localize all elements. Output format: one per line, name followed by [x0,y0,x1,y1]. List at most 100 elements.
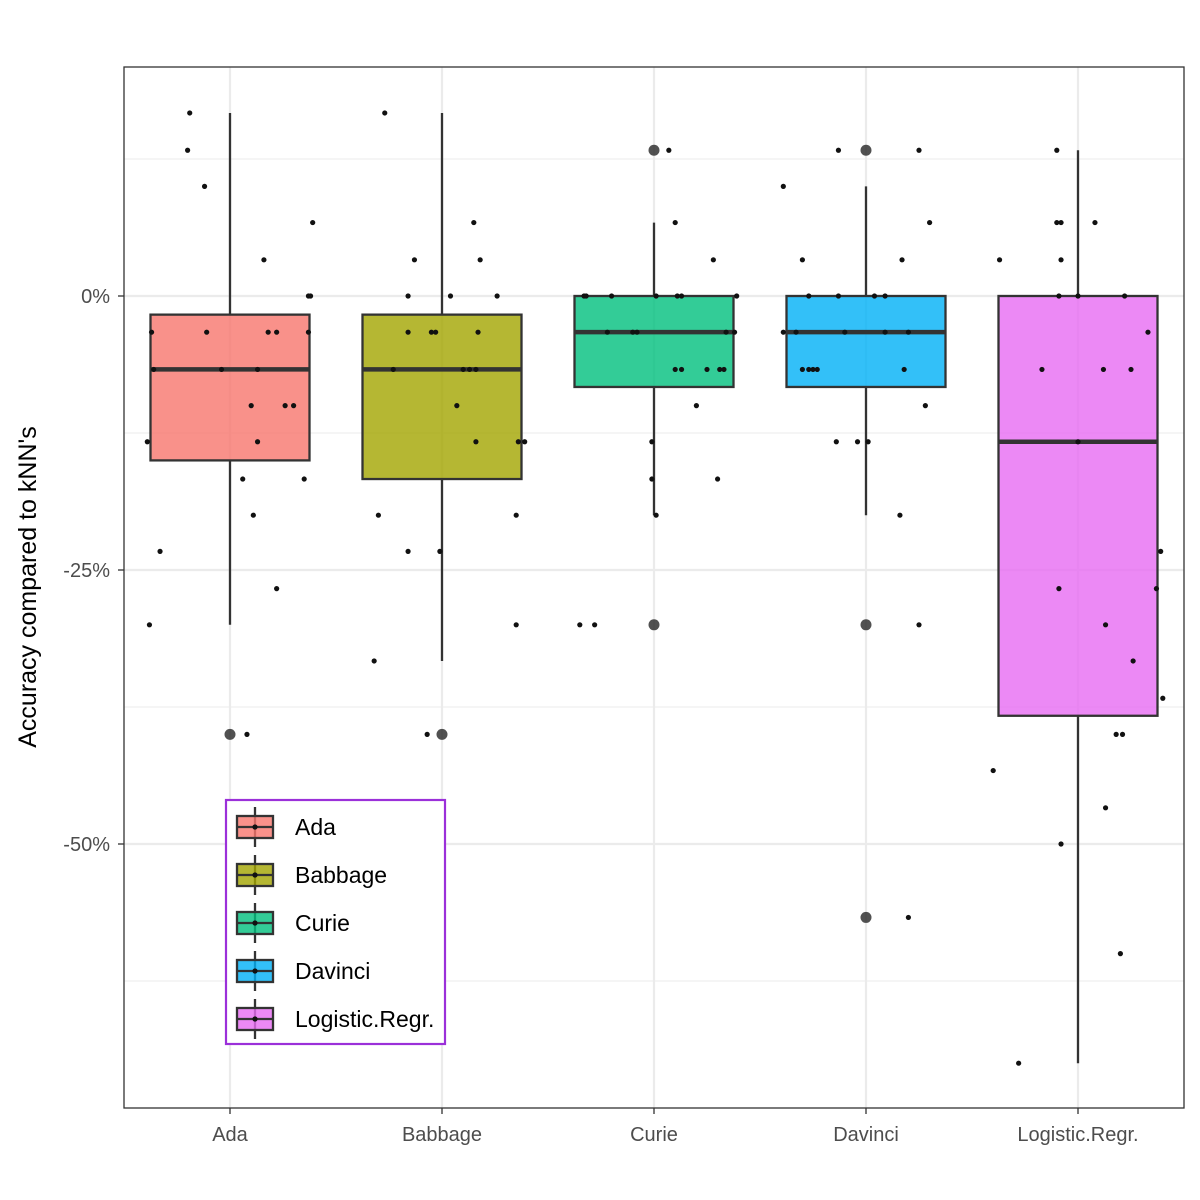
data-point [710,257,716,263]
data-point [310,219,316,226]
data-point [185,147,191,153]
data-point [634,329,640,335]
data-point [1128,366,1134,373]
data-point [630,329,636,335]
data-point [693,403,700,409]
data-point [1160,695,1166,701]
data-point [731,329,738,335]
iqr-box [149,313,311,462]
data-point [793,329,799,335]
data-point [865,439,871,445]
data-point [927,219,933,226]
x-tick-label: Ada [212,1124,248,1146]
box-logistic-regr- [997,150,1159,1064]
data-point [799,366,806,373]
data-point [433,329,439,335]
data-point [1058,841,1064,847]
data-point [1117,951,1123,957]
data-point [833,439,839,445]
data-point [1113,731,1119,738]
data-point [437,548,443,554]
data-point [307,293,314,299]
y-tick-label: -25% [63,560,110,582]
data-point [151,366,157,373]
data-point [375,512,381,518]
data-point [649,476,655,482]
data-point [674,293,680,299]
data-point [447,293,454,299]
data-point [905,329,912,335]
data-point [871,293,878,299]
legend-key-point [252,968,258,974]
outlier-point [224,728,236,740]
outlier-point [436,728,448,740]
data-point [1100,366,1107,373]
data-point [248,403,254,409]
data-point [428,329,434,335]
data-point [204,329,210,335]
data-point [835,293,842,299]
legend-label: Logistic.Regr. [295,1006,434,1032]
data-point [1102,805,1109,811]
data-point [1153,586,1160,592]
data-point [1039,366,1045,373]
legend-label: Babbage [295,862,387,888]
data-point [282,403,288,409]
iqr-box [997,294,1159,717]
outlier-point [860,619,872,631]
data-point [1058,219,1064,226]
data-point [899,257,905,263]
data-point [717,366,723,373]
outlier-point [648,144,660,156]
data-point [780,329,786,335]
data-point [405,329,411,335]
data-point [604,329,610,335]
data-point [577,622,583,628]
x-tick-label: Babbage [402,1124,482,1146]
iqr-box [785,294,947,389]
data-point [905,914,912,921]
legend-item: Ada [235,807,336,847]
data-point [723,329,729,335]
data-point [473,439,479,445]
data-point [274,329,280,335]
data-point [1075,293,1081,299]
data-point [882,329,888,335]
data-point [146,622,153,628]
data-point [477,257,483,263]
x-axis: Ada Babbage Curie Davinci Logistic.Regr. [212,1108,1139,1146]
data-point [1158,548,1164,554]
data-point [1102,622,1109,628]
data-point [780,183,786,189]
data-point [515,439,521,445]
box-ada [149,112,311,740]
data-point [583,293,589,299]
data-point [609,293,615,299]
y-axis: 0% -25% -50% [63,286,124,856]
data-point [218,366,225,373]
data-point [1122,293,1128,299]
outlier-point [860,144,872,156]
legend-label: Curie [295,910,350,936]
iqr-box [573,294,735,389]
data-point [842,329,848,335]
data-point [901,366,907,373]
data-point [1056,586,1062,592]
data-point [382,110,388,116]
data-point [810,366,816,373]
data-point [990,767,996,774]
data-point [996,257,1003,263]
data-point [405,293,411,299]
data-point [250,512,256,518]
data-point [475,329,481,335]
data-point [1058,257,1064,263]
data-point [672,219,678,226]
legend-item: Logistic.Regr. [235,999,434,1039]
data-point [835,147,842,153]
data-point [678,293,685,299]
data-point [187,110,193,116]
jitter-points [144,110,1166,1066]
legend-item: Davinci [235,951,370,991]
data-point [916,147,922,153]
